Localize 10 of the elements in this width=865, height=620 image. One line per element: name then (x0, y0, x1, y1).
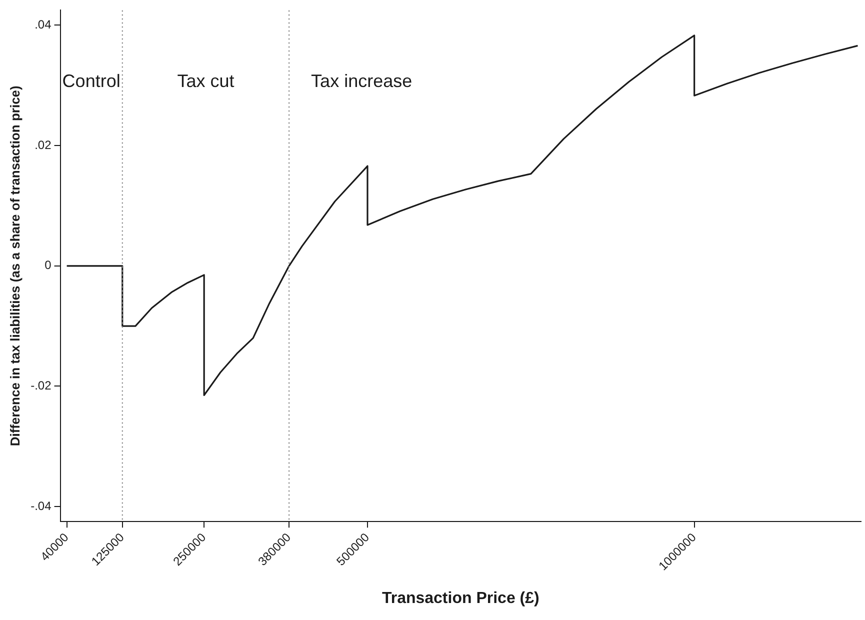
annotation: Control (62, 70, 120, 91)
y-tick-label: -.02 (30, 378, 52, 393)
y-tick-label: -.04 (30, 498, 52, 513)
y-tick-label: 0 (44, 258, 52, 272)
y-tick-label: .02 (34, 138, 52, 152)
annotation: Tax cut (177, 70, 234, 91)
annotation: Tax increase (311, 70, 412, 91)
x-axis-title: Transaction Price (£) (382, 590, 540, 607)
y-axis-title: Difference in tax liabilities (as a share of transaction price) (7, 86, 22, 446)
y-tick-label: .04 (34, 18, 52, 32)
